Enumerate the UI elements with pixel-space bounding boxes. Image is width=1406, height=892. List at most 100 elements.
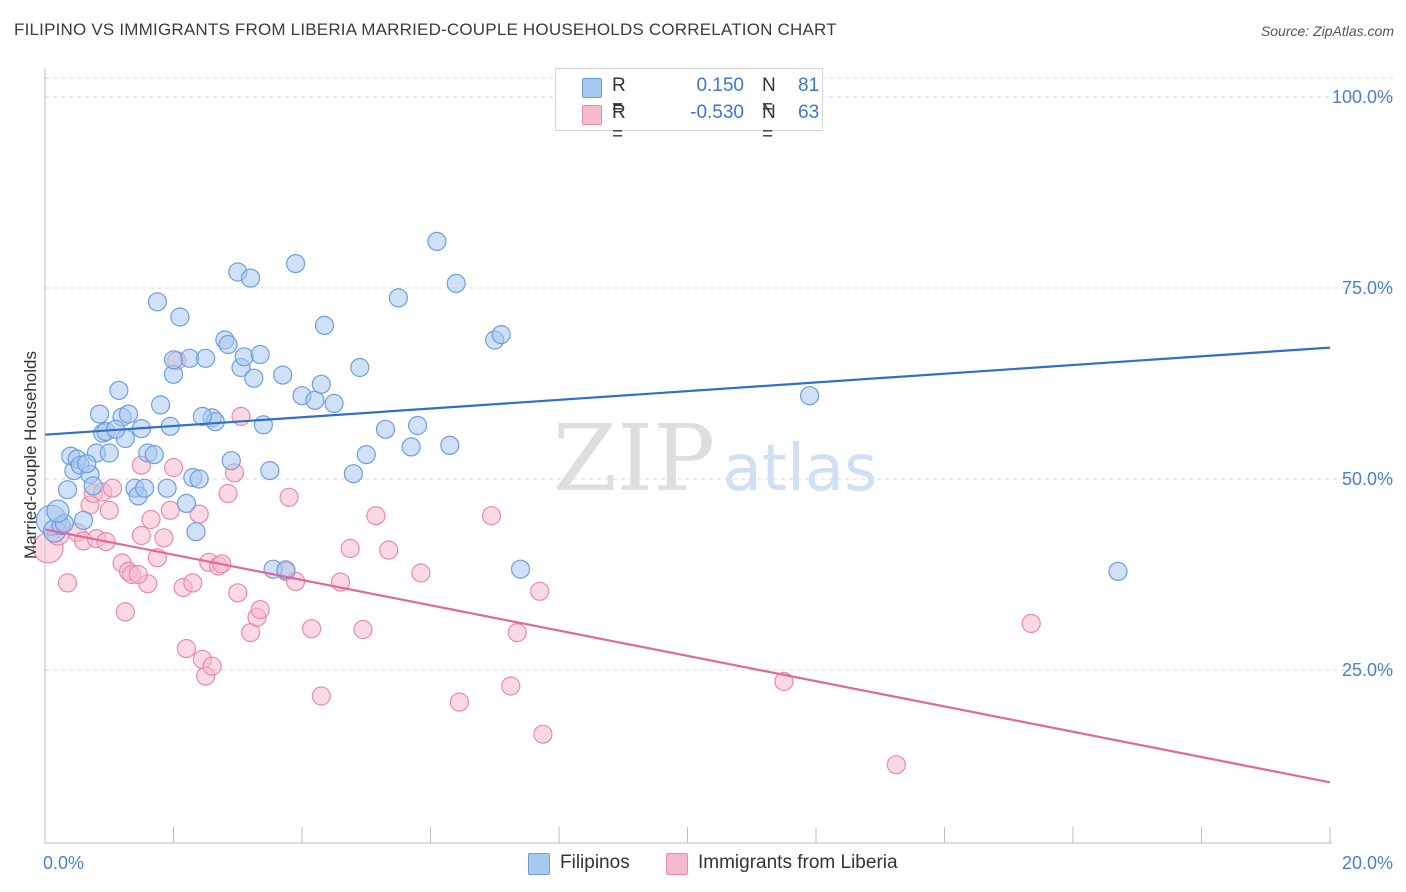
- data-point: [388, 288, 408, 308]
- data-point: [83, 476, 103, 496]
- data-point: [273, 365, 293, 385]
- data-point: [774, 671, 794, 692]
- data-point: [353, 619, 373, 640]
- data-point: [73, 510, 94, 530]
- data-point: [128, 564, 148, 585]
- legend-r-label: R =: [612, 75, 626, 118]
- data-point: [160, 500, 180, 520]
- data-point: [375, 419, 396, 439]
- data-point: [501, 676, 521, 696]
- data-point: [147, 292, 167, 312]
- data-point: [163, 350, 184, 370]
- legend-r-value: 0.150: [696, 75, 744, 96]
- series-liberia-points: [32, 351, 1041, 775]
- watermark: ZIP atlas: [553, 405, 877, 512]
- data-point: [408, 415, 428, 436]
- data-point: [886, 755, 906, 775]
- legend-r-value: -0.530: [690, 102, 744, 123]
- bottom-legend-label: Filipinos: [560, 852, 630, 873]
- data-point: [135, 478, 155, 498]
- legend-n-label: N =: [762, 102, 776, 145]
- data-point: [151, 395, 171, 415]
- data-point: [77, 454, 97, 474]
- data-point: [118, 404, 139, 424]
- data-point: [57, 573, 78, 593]
- data-point: [141, 509, 161, 530]
- watermark-atlas: atlas: [723, 432, 878, 506]
- data-point: [279, 487, 299, 507]
- data-point: [311, 374, 331, 394]
- data-point: [446, 273, 466, 293]
- legend-swatch-pink: [582, 105, 602, 125]
- watermark-zip: ZIP: [553, 405, 715, 512]
- data-point: [176, 638, 196, 659]
- data-point: [311, 686, 331, 706]
- data-point: [1108, 561, 1128, 582]
- data-point: [530, 581, 550, 601]
- data-point: [250, 344, 270, 365]
- data-point: [115, 602, 135, 622]
- data-point: [99, 500, 119, 520]
- y-tick-label: 25.0%: [1342, 660, 1393, 680]
- legend-swatch-blue: [582, 78, 602, 98]
- chart-title: FILIPINO VS IMMIGRANTS FROM LIBERIA MARR…: [14, 20, 837, 39]
- x-tick-label: 0.0%: [43, 853, 84, 873]
- data-point: [401, 437, 421, 457]
- legend-r-label: R =: [612, 102, 626, 145]
- data-point: [228, 583, 248, 603]
- data-point: [176, 493, 196, 513]
- bottom-legend-swatch-pink: [666, 853, 688, 875]
- data-point: [46, 499, 70, 523]
- y-axis-label: Married-couple Households: [21, 351, 40, 559]
- tick-labels: 25.0% 50.0% 75.0% 100.0% 0.0% 20.0%: [43, 87, 1393, 873]
- data-point: [157, 478, 177, 498]
- y-tick-label: 100.0%: [1332, 87, 1393, 107]
- y-tick-label: 50.0%: [1342, 469, 1393, 489]
- data-point: [411, 563, 431, 583]
- data-point: [340, 538, 360, 559]
- data-point: [244, 368, 264, 388]
- data-point: [183, 573, 203, 593]
- bottom-legend-swatch-blue: [528, 853, 550, 875]
- data-point: [144, 445, 164, 465]
- data-point: [379, 540, 399, 560]
- data-point: [799, 386, 820, 406]
- data-point: [302, 619, 322, 639]
- data-point: [189, 469, 209, 489]
- trend-line-liberia: [44, 528, 1331, 784]
- data-point: [218, 483, 238, 504]
- data-point: [510, 559, 531, 579]
- data-point: [276, 560, 296, 580]
- data-point: [324, 393, 344, 413]
- series-filipinos-points: [35, 231, 1128, 582]
- data-point: [449, 692, 469, 712]
- bottom-legend-label: Immigrants from Liberia: [698, 852, 898, 873]
- data-point: [131, 525, 151, 546]
- data-point: [180, 348, 200, 368]
- axes: [44, 68, 1332, 844]
- data-point: [491, 325, 511, 345]
- data-point: [286, 254, 306, 274]
- data-point: [440, 435, 460, 455]
- source-credit: Source: ZipAtlas.com: [1260, 23, 1394, 39]
- data-point: [109, 380, 129, 400]
- data-point: [154, 528, 174, 548]
- data-point: [234, 347, 254, 367]
- data-point: [221, 451, 241, 471]
- data-point: [427, 231, 447, 251]
- trend-lines: [44, 346, 1331, 784]
- legend-n-value: 63: [798, 102, 820, 123]
- data-point: [507, 622, 527, 643]
- data-point: [57, 480, 78, 500]
- data-point: [260, 461, 280, 481]
- data-point: [241, 268, 261, 288]
- y-tick-label: 75.0%: [1342, 278, 1393, 298]
- data-point: [218, 334, 238, 355]
- data-point: [202, 656, 222, 676]
- data-point: [89, 404, 110, 424]
- legend-n-value: 81: [798, 75, 820, 96]
- data-point: [343, 464, 363, 484]
- stats-legend: R = 0.150 N = 81 R = -0.530 N = 63: [555, 68, 823, 145]
- trend-line-filipinos: [44, 346, 1331, 436]
